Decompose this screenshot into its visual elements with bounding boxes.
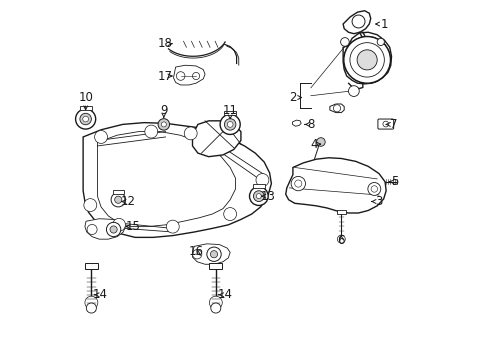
Circle shape — [290, 176, 305, 191]
Circle shape — [227, 122, 233, 127]
Polygon shape — [343, 11, 370, 34]
Polygon shape — [285, 158, 386, 213]
Text: 1: 1 — [380, 18, 387, 31]
Polygon shape — [83, 123, 271, 237]
Text: 13: 13 — [260, 190, 275, 203]
Circle shape — [337, 235, 345, 243]
Circle shape — [115, 196, 122, 203]
Polygon shape — [329, 104, 344, 113]
Text: 4: 4 — [310, 138, 318, 150]
Text: 7: 7 — [389, 118, 396, 131]
Circle shape — [112, 219, 125, 231]
Circle shape — [110, 226, 117, 233]
Circle shape — [224, 119, 235, 130]
Circle shape — [82, 116, 88, 122]
Polygon shape — [343, 32, 391, 84]
Text: 14: 14 — [217, 288, 232, 301]
Circle shape — [349, 42, 384, 77]
FancyBboxPatch shape — [377, 119, 393, 129]
Text: 14: 14 — [93, 288, 108, 301]
Circle shape — [85, 296, 98, 309]
Circle shape — [166, 220, 179, 233]
Text: 6: 6 — [337, 234, 345, 247]
Circle shape — [367, 183, 380, 195]
Circle shape — [144, 125, 158, 138]
Polygon shape — [85, 219, 125, 239]
Polygon shape — [292, 120, 301, 126]
Circle shape — [343, 37, 389, 83]
Circle shape — [351, 15, 364, 28]
Circle shape — [223, 208, 236, 221]
Circle shape — [83, 199, 97, 212]
Circle shape — [376, 39, 384, 45]
Circle shape — [316, 138, 325, 146]
Text: 3: 3 — [374, 195, 382, 208]
Circle shape — [343, 37, 389, 83]
Circle shape — [209, 296, 222, 309]
Circle shape — [87, 225, 97, 234]
Text: 15: 15 — [125, 220, 141, 233]
Circle shape — [161, 122, 166, 127]
FancyBboxPatch shape — [209, 263, 222, 269]
Circle shape — [94, 131, 107, 143]
Circle shape — [356, 50, 376, 70]
Circle shape — [255, 174, 268, 186]
Text: 8: 8 — [306, 118, 314, 131]
Circle shape — [294, 180, 301, 187]
Circle shape — [340, 38, 348, 46]
Polygon shape — [192, 121, 241, 157]
Text: 9: 9 — [160, 104, 167, 117]
Circle shape — [184, 127, 197, 140]
Polygon shape — [192, 244, 230, 264]
Text: 17: 17 — [157, 69, 172, 82]
Circle shape — [86, 303, 96, 313]
Circle shape — [348, 86, 359, 96]
Circle shape — [210, 303, 221, 313]
Circle shape — [210, 251, 217, 258]
Circle shape — [256, 194, 261, 199]
Polygon shape — [173, 65, 204, 85]
Circle shape — [192, 249, 202, 259]
Circle shape — [206, 247, 221, 261]
Text: 2: 2 — [288, 91, 296, 104]
Text: 11: 11 — [222, 104, 237, 117]
FancyBboxPatch shape — [80, 106, 92, 110]
Text: 12: 12 — [120, 195, 135, 208]
FancyBboxPatch shape — [85, 263, 98, 269]
FancyBboxPatch shape — [224, 111, 236, 116]
FancyBboxPatch shape — [113, 190, 123, 194]
Polygon shape — [97, 132, 235, 226]
Text: 18: 18 — [157, 37, 172, 50]
Text: 5: 5 — [390, 175, 398, 188]
Circle shape — [253, 191, 264, 202]
FancyBboxPatch shape — [336, 210, 346, 214]
Circle shape — [106, 222, 121, 237]
Circle shape — [80, 113, 91, 125]
Circle shape — [158, 119, 169, 130]
Circle shape — [111, 193, 125, 207]
Circle shape — [349, 42, 384, 77]
Circle shape — [356, 50, 376, 70]
FancyBboxPatch shape — [253, 184, 264, 188]
Circle shape — [176, 72, 184, 80]
Text: 16: 16 — [188, 245, 203, 258]
Circle shape — [249, 187, 267, 206]
Circle shape — [76, 109, 96, 129]
Circle shape — [333, 105, 340, 112]
Circle shape — [370, 186, 377, 192]
Circle shape — [220, 114, 240, 134]
Circle shape — [382, 121, 388, 127]
Circle shape — [192, 72, 199, 80]
Text: 10: 10 — [78, 91, 93, 104]
